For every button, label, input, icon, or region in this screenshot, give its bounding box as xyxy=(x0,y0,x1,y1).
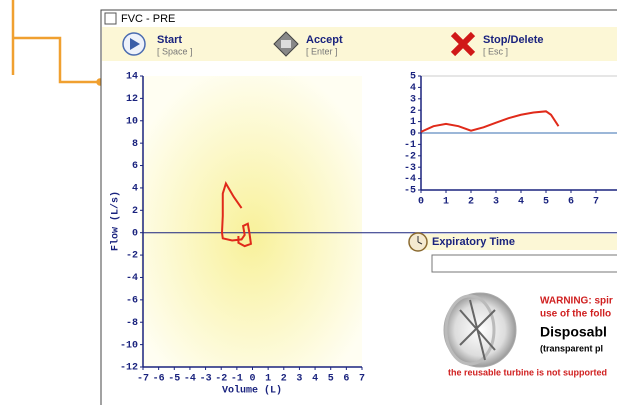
x-tick-label: -6 xyxy=(153,374,165,385)
button-shortcut[interactable]: [ Space ] xyxy=(157,46,193,56)
y-tick-label: 0 xyxy=(132,228,138,239)
y-tick-label: -1 xyxy=(404,140,416,151)
x-tick-label: 0 xyxy=(418,197,424,208)
x-tick-label: 4 xyxy=(312,374,318,385)
y-tick-label: 2 xyxy=(410,106,416,117)
x-tick-label: 6 xyxy=(343,374,349,385)
button-shortcut[interactable]: [ Esc ] xyxy=(483,46,508,56)
y-tick-label: 1 xyxy=(410,117,416,128)
y-tick-label: 6 xyxy=(132,161,138,172)
x-tick-label: 5 xyxy=(328,374,334,385)
y-tick-label: -3 xyxy=(404,163,416,174)
y-tick-label: 12 xyxy=(126,94,138,105)
x-tick-label: 1 xyxy=(443,197,449,208)
title-bar xyxy=(102,11,617,27)
accept-button[interactable]: Accept [ Enter ] xyxy=(274,32,343,56)
button-label[interactable]: Accept xyxy=(306,34,343,46)
y-tick-label: -2 xyxy=(404,151,416,162)
x-tick-label: 2 xyxy=(281,374,287,385)
turbine-image xyxy=(444,293,516,367)
x-tick-label: 7 xyxy=(359,374,365,385)
y-tick-label: -4 xyxy=(126,273,138,284)
y-tick-label: 0 xyxy=(410,129,416,140)
button-shortcut[interactable]: [ Enter ] xyxy=(306,46,338,56)
warning-line: Disposabl xyxy=(540,324,607,340)
clock-icon xyxy=(409,233,427,251)
y-tick-label: 4 xyxy=(410,83,416,94)
callout xyxy=(13,0,103,85)
exp-time-input[interactable] xyxy=(432,255,617,272)
y-tick-label: -2 xyxy=(126,251,138,262)
button-label[interactable]: Start xyxy=(157,34,182,46)
warning-line: (transparent pl xyxy=(540,343,603,353)
x-tick-label: -1 xyxy=(231,374,243,385)
y-tick-label: 10 xyxy=(126,116,138,127)
x-tick-label: -3 xyxy=(200,374,212,385)
y-tick-label: -12 xyxy=(120,363,138,374)
y-tick-label: 8 xyxy=(132,139,138,150)
warning-footer: the reusable turbine is not supported xyxy=(448,367,607,377)
x-tick-label: -2 xyxy=(215,374,227,385)
x-tick-label: 5 xyxy=(543,197,549,208)
y-tick-label: -8 xyxy=(126,318,138,329)
x-axis-label: Volume (L) xyxy=(222,385,282,397)
y-tick-label: 3 xyxy=(410,94,416,105)
x-tick-label: -4 xyxy=(184,374,196,385)
y-tick-label: 5 xyxy=(410,72,416,83)
x-tick-label: 0 xyxy=(249,374,255,385)
x-tick-label: 6 xyxy=(568,197,574,208)
warning-line: use of the follo xyxy=(540,309,611,320)
x-tick-label: -5 xyxy=(168,374,180,385)
x-tick-label: 1 xyxy=(265,374,271,385)
x-tick-label: 7 xyxy=(593,197,599,208)
x-tick-label: 2 xyxy=(468,197,474,208)
y-tick-label: -4 xyxy=(404,174,416,185)
x-tick-label: 3 xyxy=(493,197,499,208)
y-tick-label: -6 xyxy=(126,295,138,306)
y-tick-label: 4 xyxy=(132,184,138,195)
app-icon xyxy=(105,13,116,24)
window-title: FVC - PRE xyxy=(121,13,175,25)
x-tick-label: -7 xyxy=(137,374,149,385)
y-tick-label: -5 xyxy=(404,186,416,197)
y-tick-label: 2 xyxy=(132,206,138,217)
screen: FVC - PRE Start [ Space ] Accept [ Enter… xyxy=(0,0,617,405)
y-axis-label: Flow (L/s) xyxy=(110,191,122,251)
button-label[interactable]: Stop/Delete xyxy=(483,34,544,46)
exp-time-label: Expiratory Time xyxy=(432,236,515,248)
warning-line: WARNING: spir xyxy=(540,296,613,307)
y-tick-label: 14 xyxy=(126,72,138,83)
x-tick-label: 3 xyxy=(296,374,302,385)
y-tick-label: -10 xyxy=(120,340,138,351)
x-tick-label: 4 xyxy=(518,197,524,208)
